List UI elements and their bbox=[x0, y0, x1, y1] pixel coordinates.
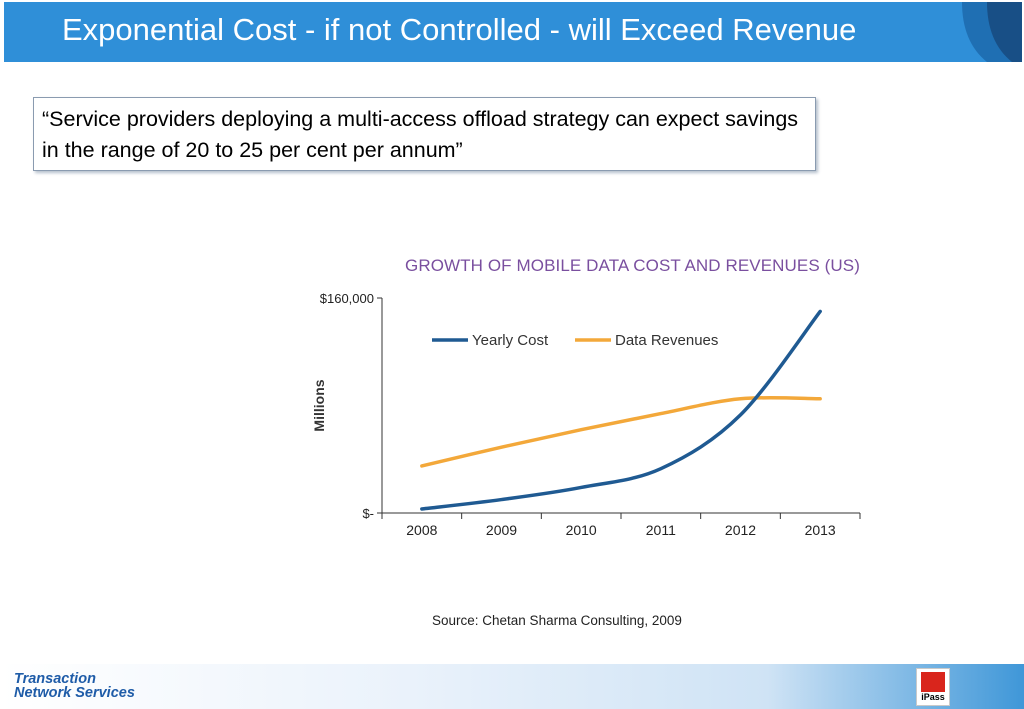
slide-title: Exponential Cost - if not Controlled - w… bbox=[62, 12, 857, 47]
legend-label: Yearly Cost bbox=[472, 332, 549, 349]
chart-source: Source: Chetan Sharma Consulting, 2009 bbox=[432, 613, 682, 628]
ipass-logo: iPass bbox=[916, 668, 950, 706]
tns-logo: Transaction Network Services bbox=[14, 671, 135, 701]
x-tick-label: 2012 bbox=[725, 522, 756, 538]
x-tick-label: 2009 bbox=[486, 522, 517, 538]
y-tick-label: $- bbox=[362, 506, 374, 521]
ipass-logo-text: iPass bbox=[921, 692, 945, 702]
legend-label: Data Revenues bbox=[615, 332, 718, 349]
quote-text: “Service providers deploying a multi-acc… bbox=[42, 107, 799, 162]
x-tick-label: 2008 bbox=[406, 522, 437, 538]
y-tick-label: $160,000 bbox=[320, 291, 374, 306]
x-tick-label: 2011 bbox=[646, 522, 676, 538]
ipass-logo-icon bbox=[921, 672, 945, 692]
footer-bar: Transaction Network Services bbox=[0, 664, 1024, 709]
tns-logo-line1: Transaction bbox=[14, 671, 96, 687]
quote-box: “Service providers deploying a multi-acc… bbox=[33, 97, 816, 171]
line-chart: $160,000 $- Millions 2008 2009 2010 2011 2012 20… bbox=[311, 291, 861, 538]
footer-gradient bbox=[0, 664, 1024, 709]
x-tick-label: 2010 bbox=[566, 522, 597, 538]
chart-title: GROWTH OF MOBILE DATA COST AND REVENUES … bbox=[405, 256, 860, 275]
series-line-yearly-cost bbox=[420, 309, 822, 511]
title-bar: Exponential Cost - if not Controlled - w… bbox=[4, 2, 1022, 62]
title-bar-decoration bbox=[962, 2, 1022, 62]
series-line-data-revenues bbox=[420, 395, 822, 468]
tns-logo-line2: Network Services bbox=[14, 685, 135, 701]
x-tick-label: 2013 bbox=[805, 522, 836, 538]
y-axis-title: Millions bbox=[311, 379, 327, 431]
